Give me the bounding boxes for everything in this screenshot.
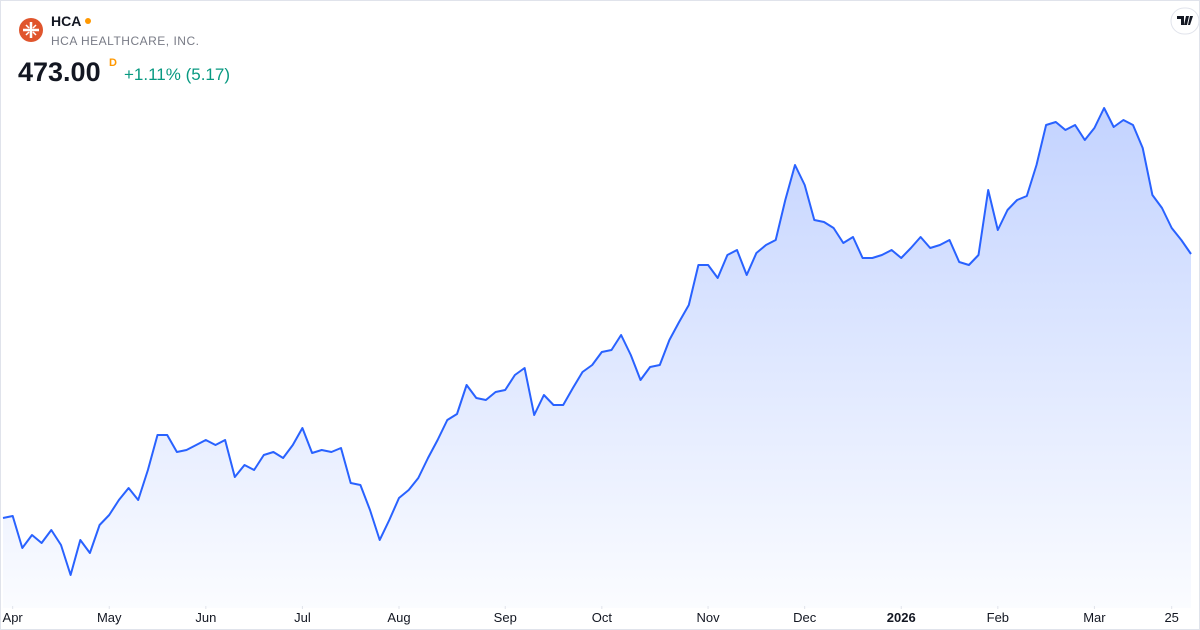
- x-tick-label: Nov: [697, 610, 721, 625]
- x-tick-label: Oct: [592, 610, 613, 625]
- x-tick-label: May: [97, 610, 122, 625]
- symbol: HCA: [51, 13, 81, 29]
- x-tick-label: 25: [1164, 610, 1178, 625]
- company: HCA HEALTHCARE, INC.: [51, 34, 199, 48]
- status-dot: [85, 18, 91, 24]
- logo: [19, 18, 43, 42]
- change: +1.11% (5.17): [124, 65, 230, 84]
- area-fill: [3, 108, 1191, 608]
- tradingview-logo[interactable]: [1170, 7, 1200, 35]
- price: 473.00: [18, 57, 101, 87]
- x-tick-label: Jul: [294, 610, 311, 625]
- x-tick-label: Aug: [387, 610, 410, 625]
- x-tick-label: Dec: [793, 610, 817, 625]
- x-tick-label: Sep: [494, 610, 517, 625]
- x-tick-label: Apr: [3, 610, 24, 625]
- x-tick-label: Feb: [987, 610, 1009, 625]
- price-line: [2, 107, 1192, 576]
- x-tick-label: Jun: [195, 610, 216, 625]
- x-tick-label: Mar: [1083, 610, 1106, 625]
- x-tick-label: 2026: [887, 610, 916, 625]
- interval: D: [109, 57, 117, 69]
